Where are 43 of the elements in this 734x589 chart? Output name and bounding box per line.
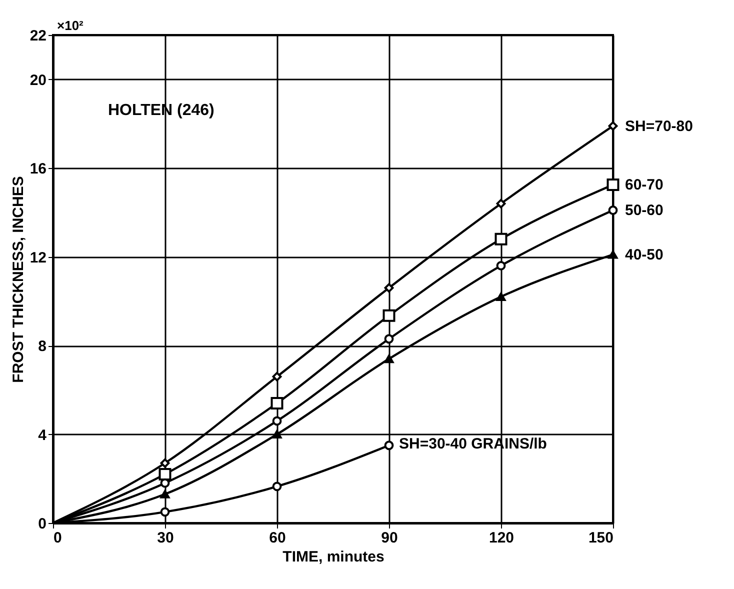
point [160,490,170,498]
series-label: 60-70 [625,176,664,194]
y-tick-label: 4 [38,426,48,444]
x-tick-label: 150 [588,530,614,546]
x-tick-label: 60 [269,530,286,546]
point [496,260,506,270]
point [158,468,172,480]
y-tick-label: 12 [30,249,46,266]
point [382,309,396,322]
series-label: 40-50 [625,246,664,264]
x-axis-title: TIME, minutes [282,548,384,566]
point [606,178,620,191]
point [160,478,170,488]
point [608,121,618,131]
point [496,198,506,208]
point [384,354,394,364]
x-tick-label: 90 [381,530,398,546]
point [384,334,394,344]
point [608,250,618,259]
y-tick-label: 20 [30,72,46,89]
y-tick-label: 8 [38,338,46,356]
point [496,292,506,301]
series-label: SH=70-80 [625,118,693,135]
point [272,416,282,426]
point [384,440,394,450]
y-tick-label: 0 [38,516,46,532]
point [272,430,282,438]
point [272,372,282,382]
point [270,396,284,410]
point [272,482,282,492]
point [160,458,170,468]
y-axis-title: FROST THICKNESS, INCHES [10,176,27,383]
point [384,283,394,293]
y-tick-label: 16 [30,160,46,178]
point [160,507,170,517]
x-tick-label: 120 [488,530,514,546]
y-tick-label: 22 [30,28,46,44]
text: ×10² [57,18,84,33]
x-tick-label: 30 [157,530,174,546]
point [494,232,508,246]
x-tick-label: 0 [54,530,62,546]
series-label: 50-60 [625,202,664,220]
point [608,206,618,215]
